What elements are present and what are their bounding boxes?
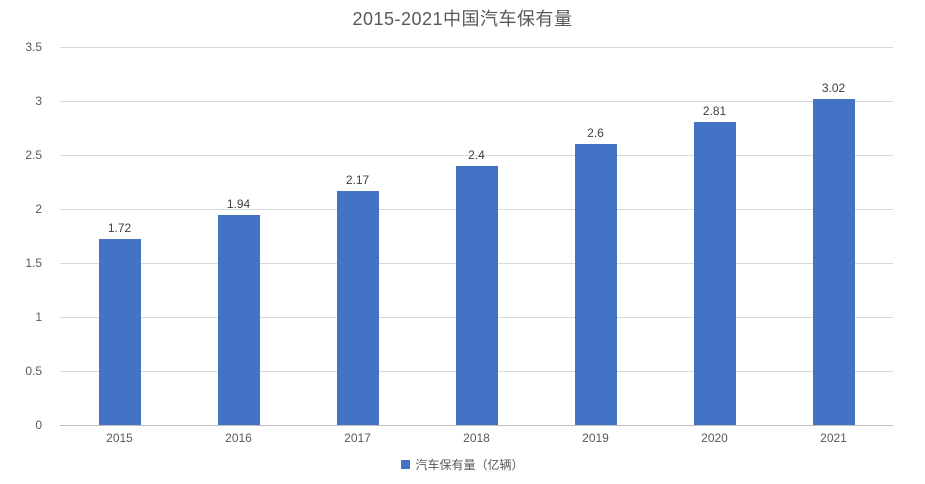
- bar: [812, 98, 855, 425]
- bar-group: 2.81: [655, 47, 774, 425]
- gridline: [60, 155, 893, 156]
- legend-square-icon: [401, 460, 411, 469]
- bar: [693, 121, 736, 425]
- bar: [98, 239, 141, 425]
- bar-group: 2.6: [536, 47, 655, 425]
- y-tick-label: 1: [35, 310, 42, 324]
- x-tick-label: 2021: [820, 431, 847, 445]
- bar-group: 2.4: [417, 47, 536, 425]
- data-label: 2.4: [468, 147, 485, 162]
- data-label: 2.81: [702, 103, 727, 118]
- x-tick-label: 2017: [344, 431, 371, 445]
- gridline: [60, 101, 893, 102]
- x-tick-label: 2015: [106, 431, 133, 445]
- bar-group: 2.17: [298, 47, 417, 425]
- legend-label: 汽车保有量（亿辆）: [415, 458, 524, 472]
- bar-group: 1.72: [60, 47, 179, 425]
- bar-group: 1.94: [179, 47, 298, 425]
- y-tick-label: 0.5: [25, 364, 42, 378]
- x-tick-label: 2019: [582, 431, 609, 445]
- y-axis: 0 0.5 1 1.5 2 2.5 3 3.5: [0, 40, 52, 432]
- y-tick-label: 3: [35, 94, 42, 108]
- data-label: 2.17: [345, 172, 370, 187]
- bar: [336, 190, 379, 425]
- y-tick-label: 1.5: [25, 256, 42, 270]
- plot-area: 1.72 1.94 2.17 2.4 2.6 2.81 3.02: [60, 47, 893, 426]
- bar: [574, 144, 617, 425]
- bars: 1.72 1.94 2.17 2.4 2.6 2.81 3.02: [60, 47, 893, 425]
- data-label: 2.6: [587, 126, 604, 141]
- x-tick-label: 2018: [463, 431, 490, 445]
- y-tick-label: 0: [35, 418, 42, 432]
- x-tick-label: 2016: [225, 431, 252, 445]
- y-tick-label: 2: [35, 202, 42, 216]
- gridline: [60, 47, 893, 48]
- bar-group: 3.02: [774, 47, 893, 425]
- chart-title: 2015-2021中国汽车保有量: [352, 9, 573, 29]
- y-tick-label: 3.5: [25, 40, 42, 54]
- data-label: 1.94: [226, 197, 251, 212]
- x-tick-label: 2020: [701, 431, 728, 445]
- bar: [455, 165, 498, 425]
- data-label: 1.72: [107, 221, 132, 236]
- bar: [217, 215, 260, 425]
- data-label: 3.02: [821, 80, 846, 95]
- legend: 汽车保有量（亿辆）: [0, 456, 925, 473]
- y-tick-label: 2.5: [25, 148, 42, 162]
- x-axis: 2015 2016 2017 2018 2019 2020 2021: [60, 431, 893, 445]
